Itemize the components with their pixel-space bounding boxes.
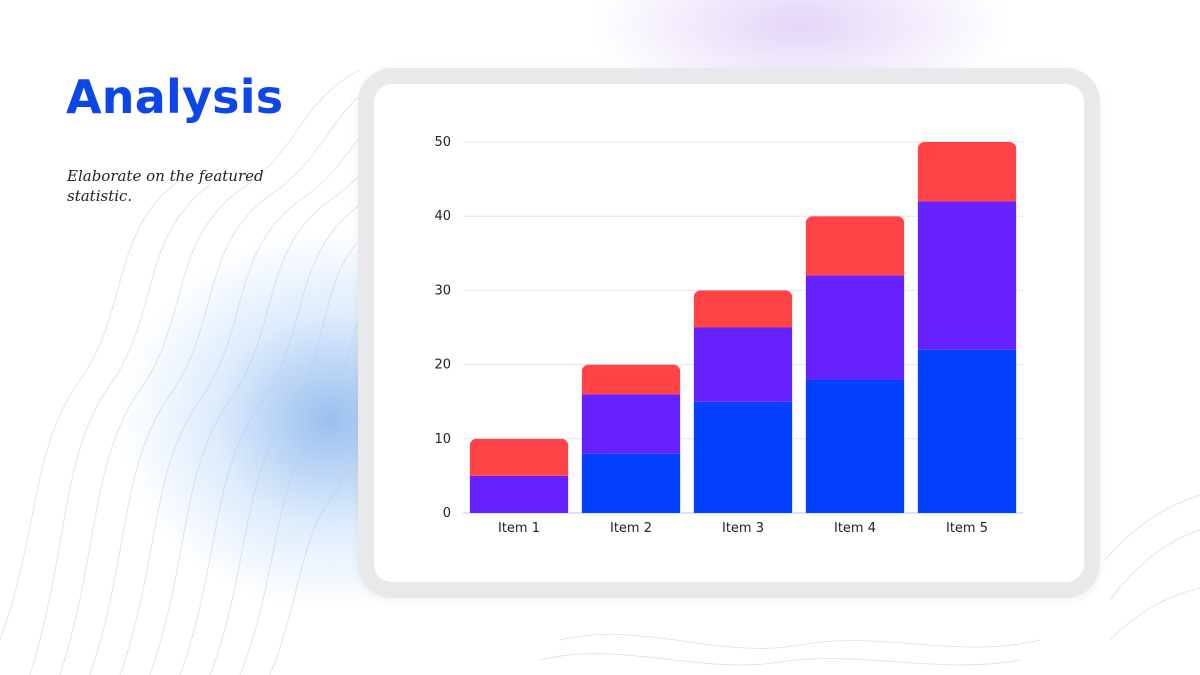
bar-segment-series-2 bbox=[581, 394, 681, 454]
x-tick-label: Item 2 bbox=[610, 521, 652, 536]
bar-stack bbox=[581, 364, 681, 513]
page-subtitle: Elaborate on the featured statistic. bbox=[67, 167, 264, 205]
y-tick-label: 0 bbox=[443, 506, 451, 521]
tablet-screen: 0 10 20 30 40 50 Item 1 Item 2 Item 3 Item 4 Item … bbox=[374, 84, 1084, 582]
y-tick-label: 20 bbox=[434, 358, 451, 373]
y-tick-label: 10 bbox=[434, 432, 451, 447]
x-tick-label: Item 4 bbox=[834, 521, 876, 536]
page-title: Analysis bbox=[66, 70, 284, 124]
x-tick-label: Item 5 bbox=[946, 521, 988, 536]
bar-stack bbox=[693, 290, 793, 513]
stacked-bar-chart: 0 10 20 30 40 50 Item 1 Item 2 Item 3 Item 4 Item … bbox=[434, 135, 1023, 536]
bar-segment-series-3 bbox=[693, 290, 793, 328]
x-tick-label: Item 3 bbox=[722, 521, 764, 536]
x-tick-label: Item 1 bbox=[498, 521, 540, 536]
bar-stack bbox=[917, 142, 1017, 513]
bar-segment-series-3 bbox=[805, 216, 905, 276]
bar-segment-series-2 bbox=[693, 327, 793, 402]
bar-segment-series-1 bbox=[917, 349, 1017, 513]
bar-segment-series-2 bbox=[805, 275, 905, 380]
bar-segment-series-3 bbox=[469, 438, 569, 476]
y-tick-label: 30 bbox=[434, 283, 451, 298]
bar-segment-series-1 bbox=[693, 401, 793, 513]
bar-segment-series-3 bbox=[917, 142, 1017, 202]
y-tick-label: 40 bbox=[434, 209, 451, 224]
bar-segment-series-3 bbox=[581, 364, 681, 395]
bar-segment-series-1 bbox=[581, 453, 681, 513]
y-tick-label: 50 bbox=[434, 135, 451, 150]
bar-segment-series-2 bbox=[917, 201, 1017, 350]
bar-stack bbox=[469, 438, 569, 513]
bar-segment-series-1 bbox=[805, 379, 905, 513]
bar-segment-series-2 bbox=[469, 475, 569, 513]
bar-stack bbox=[805, 216, 905, 513]
tablet-frame: 0 10 20 30 40 50 Item 1 Item 2 Item 3 Item 4 Item … bbox=[358, 68, 1100, 598]
